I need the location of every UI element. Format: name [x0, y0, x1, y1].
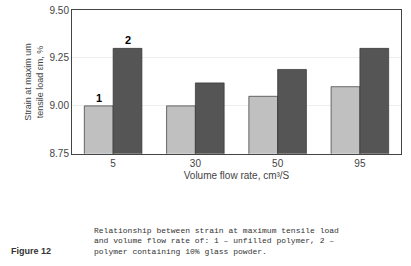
svg-text:Figure 12: Figure 12 [11, 246, 51, 256]
svg-text:Volume flow rate, cm³/S: Volume flow rate, cm³/S [184, 170, 290, 181]
svg-text:9.25: 9.25 [50, 52, 70, 63]
svg-text:50: 50 [272, 158, 284, 169]
svg-text:9.50: 9.50 [50, 5, 70, 16]
svg-text:Strain at maxim umtensile load: Strain at maxim umtensile load εm, % [23, 43, 45, 121]
svg-text:95: 95 [354, 158, 366, 169]
svg-text:30: 30 [190, 158, 202, 169]
svg-text:9.00: 9.00 [50, 100, 70, 111]
svg-text:Relationship between strain at: Relationship between strain at maximum t… [94, 226, 339, 256]
svg-text:8.75: 8.75 [50, 148, 70, 159]
svg-text:1: 1 [96, 92, 102, 104]
svg-text:5: 5 [110, 158, 116, 169]
svg-text:2: 2 [125, 34, 131, 46]
